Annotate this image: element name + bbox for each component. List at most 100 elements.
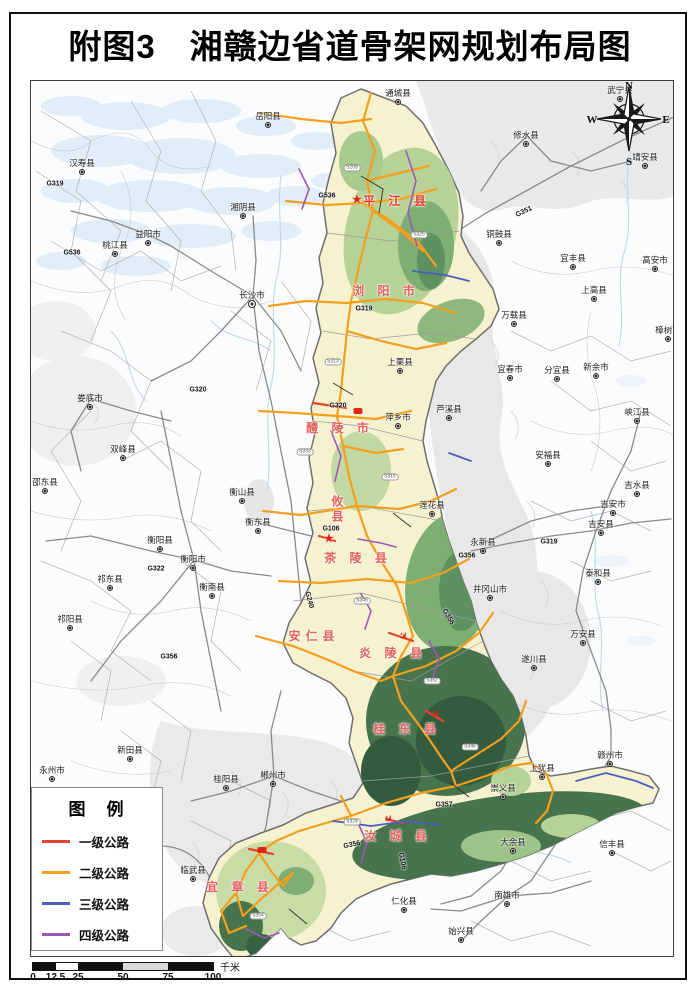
core-county-label: 安仁县 — [288, 629, 340, 643]
scale-bar-segments — [32, 962, 214, 971]
city-label: 井冈山市 — [472, 583, 508, 594]
map-frame: 平 江 县浏 阳 市醴 陵 市攸县茶 陵 县安仁县炎 陵 县桂 东 县汝 城 县… — [30, 80, 674, 957]
legend-item-label: 一级公路 — [79, 836, 130, 850]
city-symbol-icon — [145, 240, 151, 246]
core-county-label: 炎 陵 县 — [359, 646, 427, 660]
city-label: 安福县 — [535, 449, 561, 460]
city-label: 仁化县 — [391, 895, 417, 906]
provincial-road-label: S313 — [324, 358, 342, 366]
county-seat-star-icon: ★ — [323, 530, 335, 546]
city-symbol-icon — [49, 776, 55, 782]
legend-title: 图 例 — [68, 800, 126, 819]
city-symbol-icon — [642, 163, 648, 169]
city-label: 靖安县 — [632, 151, 658, 162]
city-symbol-icon — [239, 498, 245, 504]
city-label: 修水县 — [513, 129, 539, 140]
core-county-label: 浏 阳 市 — [352, 284, 420, 298]
city-label: 衡南县 — [199, 581, 225, 592]
core-county-label: 汝 城 县 — [364, 829, 432, 843]
road-number-label: G536 — [63, 249, 81, 257]
city-label: 宜丰县 — [560, 252, 586, 263]
city-label: 上犹县 — [529, 762, 555, 773]
city-label: 萍乡市 — [385, 411, 411, 422]
provincial-road-label: S354 — [249, 912, 267, 920]
city-symbol-icon — [580, 640, 586, 646]
city-label: 泰和县 — [585, 567, 611, 578]
scale-segment — [33, 963, 56, 970]
scale-tick-label: 50 — [117, 972, 129, 983]
city-symbol-icon — [120, 455, 126, 461]
compass-e-label: E — [662, 114, 669, 126]
city-symbol-icon — [598, 530, 604, 536]
city-label: 衡东县 — [245, 516, 271, 527]
city-symbol-icon — [539, 774, 545, 780]
compass-star-shading — [597, 87, 661, 151]
road-number-label: G319 — [540, 538, 558, 546]
road-number-label: G356 — [342, 839, 362, 851]
city-symbol-icon — [554, 376, 560, 382]
city-label: 莲花县 — [419, 499, 445, 510]
city-symbol-icon — [595, 579, 601, 585]
city-symbol-icon — [190, 565, 196, 571]
urban-area-marker — [353, 408, 363, 414]
provincial-road-label: S324 — [343, 818, 361, 826]
city-label: 郴州市 — [260, 769, 286, 780]
compass-center — [626, 116, 632, 122]
city-label: 岳阳县 — [255, 110, 281, 121]
city-label: 祁阳县 — [57, 613, 83, 624]
city-label: 崇义县 — [490, 782, 516, 793]
city-label: 祁东县 — [97, 573, 123, 584]
city-symbol-icon — [209, 593, 215, 599]
city-label: 新余市 — [583, 361, 609, 372]
grade1-roads — [247, 401, 445, 856]
city-symbol-icon — [609, 850, 615, 856]
city-label: 上高县 — [581, 284, 607, 295]
scale-bar: 0 12.5 25 50 75 100 千米 — [30, 959, 280, 987]
legend-item-label: 三级公路 — [79, 898, 130, 912]
city-symbol-icon — [610, 510, 616, 516]
city-symbol-icon — [511, 321, 517, 327]
scale-segment — [168, 963, 213, 970]
city-symbol-icon — [591, 296, 597, 302]
city-symbol-icon — [458, 937, 464, 943]
legend-row: 三级公路 — [42, 894, 162, 913]
city-label: 长沙市 — [239, 289, 265, 300]
city-label: 信丰县 — [599, 838, 625, 849]
county-boundaries — [31, 132, 673, 851]
city-symbol-icon — [496, 240, 502, 246]
legend-swatch — [42, 871, 70, 874]
provincial-road-label: S208 — [343, 164, 361, 172]
city-label: 始兴县 — [448, 925, 474, 936]
urban-area-marker — [257, 847, 267, 853]
city-symbol-icon — [395, 423, 401, 429]
airport-icon: ✈ — [427, 707, 443, 723]
city-label: 双峰县 — [110, 443, 136, 454]
lake-shapes — [36, 96, 655, 646]
city-symbol-icon — [593, 373, 599, 379]
city-symbol-icon — [500, 794, 506, 800]
scale-tick-label: 25 — [72, 972, 84, 983]
legend-item-label: 二级公路 — [79, 867, 130, 881]
city-symbol-icon — [634, 491, 640, 497]
scale-tick-label: 0 — [30, 972, 36, 983]
city-symbol-icon — [545, 461, 551, 467]
city-label: 吉安县 — [588, 518, 614, 529]
road-number-label: G356 — [440, 607, 456, 627]
city-label: 铜鼓县 — [486, 228, 512, 239]
legend-row: 一级公路 — [42, 832, 162, 851]
city-label: 赣州市 — [597, 749, 623, 760]
city-label: 益阳市 — [135, 228, 161, 239]
city-symbol-icon — [87, 404, 93, 410]
road-number-label: G319 — [355, 305, 373, 313]
compass-n-label: N — [625, 81, 633, 92]
city-symbol-icon — [42, 488, 48, 494]
airport-icon: ✈ — [380, 812, 396, 828]
provincial-road-label: S345 — [353, 597, 371, 605]
city-label: 衡阳市 — [180, 553, 206, 564]
scale-tick-label: 12.5 — [45, 972, 66, 983]
city-symbol-icon — [504, 901, 510, 907]
legend-row: 四级公路 — [42, 925, 162, 944]
legend-swatch — [42, 902, 70, 905]
core-county-label: 攸县 — [330, 495, 344, 525]
city-label: 遂川县 — [521, 653, 547, 664]
